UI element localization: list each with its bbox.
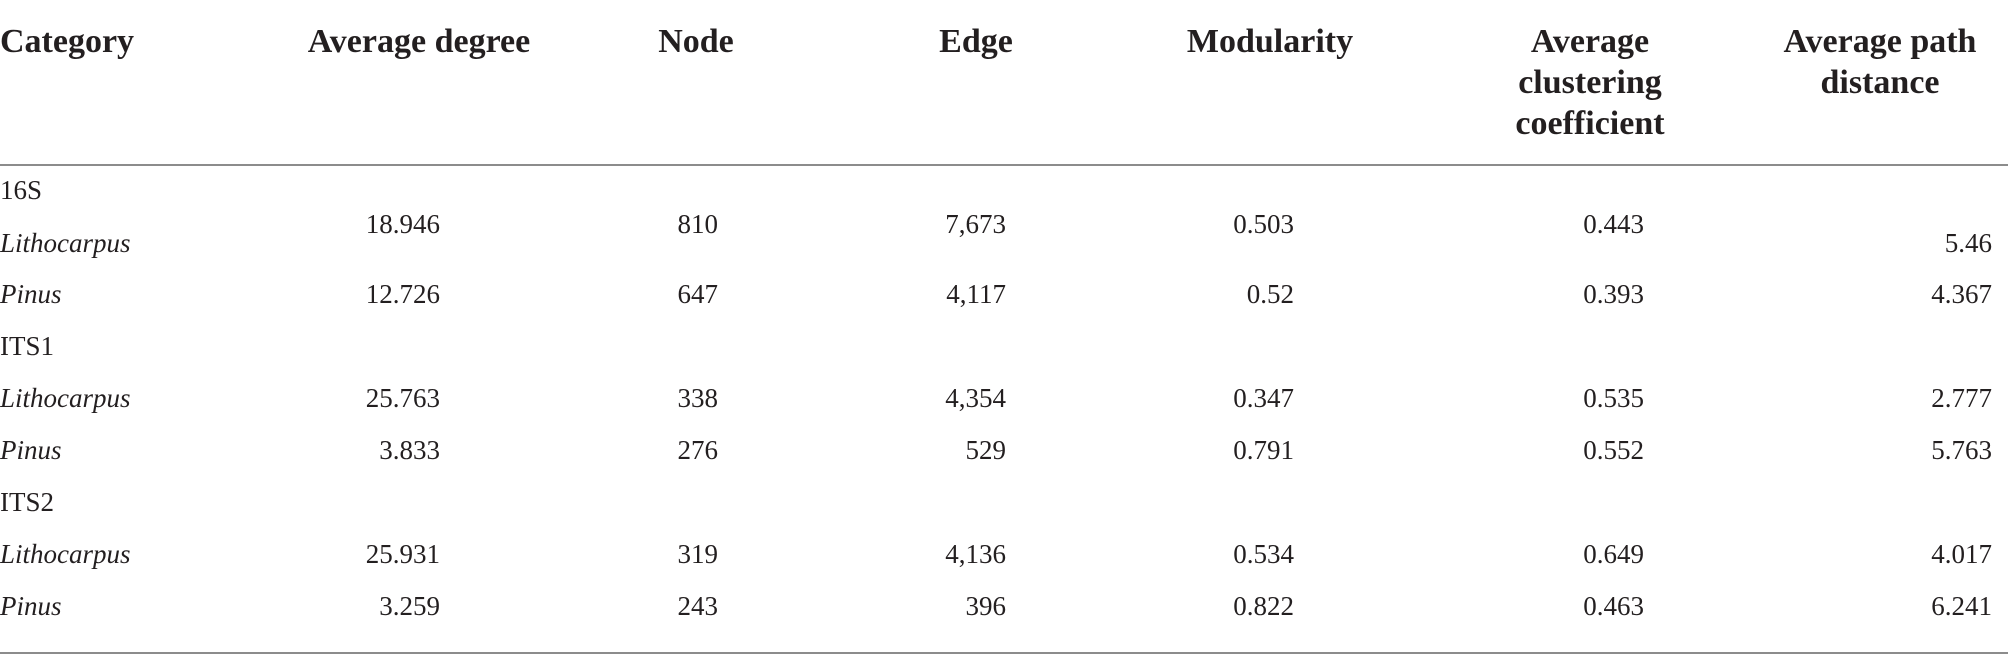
cell-average-degree: 25.931 (365, 539, 440, 569)
group-label-its2: ITS2 (0, 487, 54, 517)
cell-modularity: 0.347 (1233, 383, 1294, 413)
cell-edge: 7,673 (945, 209, 1006, 239)
cell-node: 276 (677, 435, 719, 465)
cell-avg-path: 4.367 (1931, 279, 1992, 309)
cell-modularity: 0.791 (1233, 435, 1294, 465)
header-avg-clustering-line-3: coefficient (1515, 105, 1665, 142)
cell-edge: 4,354 (945, 383, 1006, 413)
row-label: Pinus (0, 279, 62, 309)
cell-edge: 4,136 (945, 539, 1006, 569)
cell-average-degree: 3.833 (379, 435, 440, 465)
header-avg-path-line-2: distance (1820, 64, 1940, 101)
cell-avg-clustering: 0.443 (1583, 209, 1644, 239)
cell-avg-clustering: 0.393 (1583, 279, 1644, 309)
cell-modularity: 0.822 (1233, 591, 1294, 621)
cell-avg-path: 6.241 (1931, 591, 1992, 621)
cell-avg-clustering: 0.535 (1583, 383, 1644, 413)
header-avg-path-line-1: Average path (1783, 23, 1977, 60)
header-node: Node (658, 23, 734, 60)
cell-average-degree: 18.946 (365, 209, 440, 239)
cell-avg-path: 4.017 (1931, 539, 1992, 569)
cell-avg-path: 2.777 (1931, 383, 1992, 413)
header-avg-clustering-line-1: Average (1530, 23, 1650, 60)
cell-average-degree: 3.259 (379, 591, 440, 621)
row-label: Lithocarpus (0, 228, 131, 258)
cell-avg-clustering: 0.463 (1583, 591, 1644, 621)
cell-node: 338 (677, 383, 719, 413)
cell-average-degree: 25.763 (365, 383, 440, 413)
bottom-rule (0, 652, 2008, 654)
row-label: Pinus (0, 435, 62, 465)
header-edge: Edge (939, 23, 1013, 60)
cell-edge: 529 (965, 435, 1007, 465)
header-average-degree: Average degree (307, 23, 531, 60)
cell-node: 810 (677, 209, 719, 239)
cell-edge: 396 (965, 591, 1007, 621)
cell-node: 243 (677, 591, 719, 621)
cell-average-degree: 12.726 (365, 279, 440, 309)
cell-modularity: 0.534 (1233, 539, 1294, 569)
header-avg-clustering: Average clustering coefficient (1480, 21, 1700, 144)
row-label: Lithocarpus (0, 383, 131, 413)
header-category: Category (0, 23, 135, 60)
cell-node: 319 (677, 539, 719, 569)
cell-avg-path: 5.763 (1931, 435, 1992, 465)
cell-edge: 4,117 (946, 279, 1006, 309)
header-modularity: Modularity (1186, 23, 1354, 60)
cell-avg-clustering: 0.649 (1583, 539, 1644, 569)
row-label: Lithocarpus (0, 539, 131, 569)
cell-modularity: 0.52 (1246, 279, 1294, 309)
header-avg-path: Average path distance (1765, 21, 1995, 103)
cell-node: 647 (677, 279, 719, 309)
header-rule (0, 164, 2008, 166)
group-label-its1: ITS1 (0, 331, 54, 361)
cell-modularity: 0.503 (1233, 209, 1294, 239)
header-avg-clustering-line-2: clustering (1518, 64, 1662, 101)
row-label: Pinus (0, 591, 62, 621)
group-label-16s: 16S (0, 175, 43, 205)
cell-avg-path: 5.46 (1944, 228, 1992, 258)
cell-avg-clustering: 0.552 (1583, 435, 1644, 465)
